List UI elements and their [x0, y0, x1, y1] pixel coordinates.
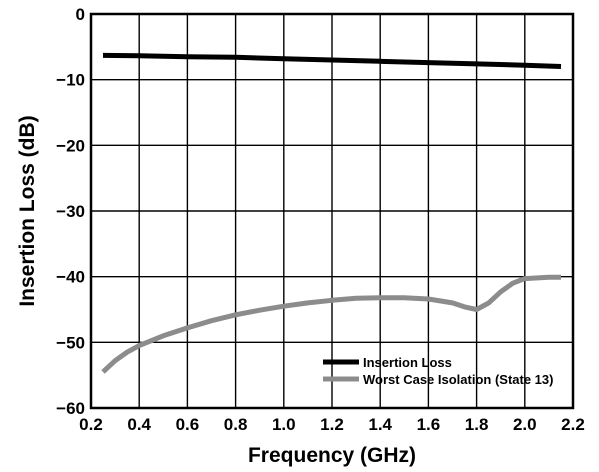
- x-tick-label: 0.8: [224, 415, 248, 434]
- x-tick-label: 2.0: [513, 415, 537, 434]
- plot-frame: [89, 12, 575, 410]
- y-tick-label: 0: [76, 5, 85, 24]
- x-tick-label: 1.4: [368, 415, 392, 434]
- y-axis-title: Insertion Loss (dB): [16, 115, 39, 306]
- x-tick-label: 1.0: [272, 415, 296, 434]
- x-tick-label: 1.8: [465, 415, 489, 434]
- y-tick-label: −10: [56, 71, 85, 90]
- legend-label: Insertion Loss: [363, 355, 452, 370]
- y-tick-label: −60: [56, 399, 85, 418]
- y-tick-label: −50: [56, 333, 85, 352]
- x-tick-label: 0.4: [127, 415, 151, 434]
- x-tick-label: 2.2: [561, 415, 585, 434]
- tick-labels: 0.2 0.4 0.6 0.8 1.0 1.2 1.4 1.6 1.8 2.0 2.2 0 −10 −20…: [56, 5, 585, 434]
- legend: Insertion Loss Worst Case Isolation (Stat…: [323, 355, 553, 387]
- x-axis-title: Frequency (GHz): [248, 444, 416, 467]
- series-line-worst-case-isolation: [101, 274, 561, 374]
- series-group: [101, 52, 562, 374]
- y-tick-label: −40: [56, 268, 85, 287]
- x-tick-label: 0.6: [176, 415, 200, 434]
- legend-label: Worst Case Isolation (State 13): [363, 372, 553, 387]
- grid: [90, 13, 574, 409]
- y-tick-label: −20: [56, 136, 85, 155]
- series-line-insertion-loss: [102, 52, 562, 69]
- x-tick-label: 0.2: [79, 415, 103, 434]
- y-tick-label: −30: [56, 202, 85, 221]
- x-tick-label: 1.2: [320, 415, 344, 434]
- x-tick-label: 1.6: [417, 415, 441, 434]
